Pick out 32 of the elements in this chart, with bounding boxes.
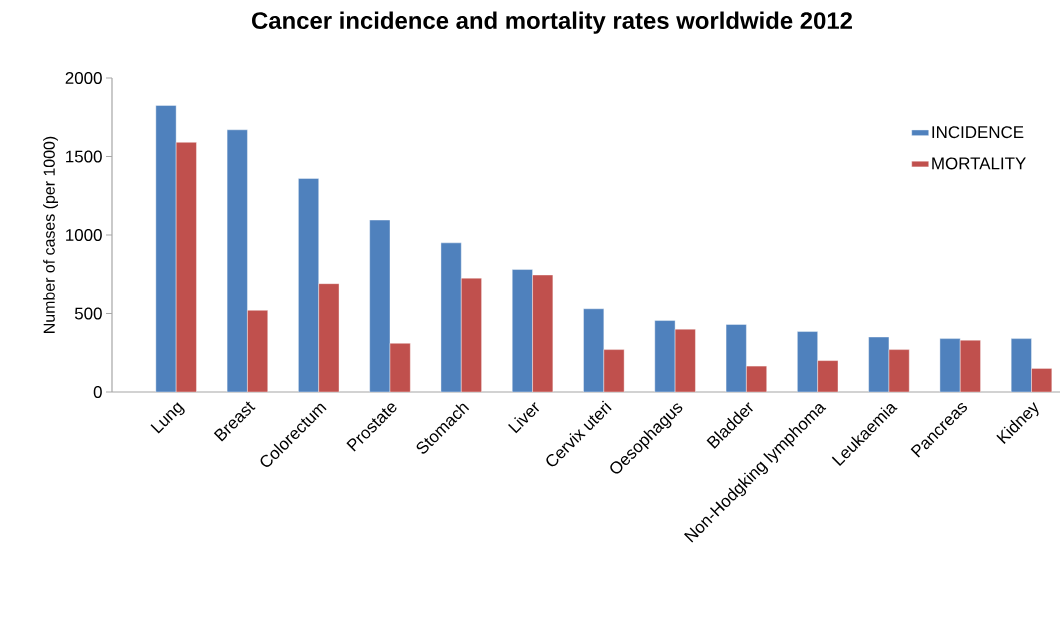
legend-label: MORTALITY xyxy=(932,157,1026,170)
bar xyxy=(939,338,961,392)
y-tick-label: 2000 xyxy=(65,72,102,84)
bar xyxy=(654,320,676,392)
y-tick-label: 1000 xyxy=(66,229,102,241)
bar xyxy=(674,329,696,392)
bar xyxy=(603,349,625,392)
bar xyxy=(440,242,462,392)
bar xyxy=(888,349,910,392)
bar xyxy=(797,331,818,392)
y-axis-title: Number of cases (per 1000) xyxy=(43,136,58,333)
bar xyxy=(175,142,197,392)
bar xyxy=(155,105,177,392)
y-tick-label: 500 xyxy=(74,307,102,320)
bar xyxy=(461,277,482,392)
bar xyxy=(298,178,319,392)
bar xyxy=(868,336,890,392)
bar xyxy=(389,343,411,392)
bar xyxy=(960,339,981,392)
bar xyxy=(512,269,533,392)
bar xyxy=(318,283,340,392)
chart-title: Cancer incidence and mortality rates worldwide 2012 xyxy=(252,11,852,34)
bar xyxy=(1010,338,1032,392)
bar xyxy=(583,308,605,392)
bar xyxy=(725,324,747,392)
bar xyxy=(247,310,268,392)
y-tick-label: 0 xyxy=(93,386,102,398)
legend-label: INCIDENCE xyxy=(932,126,1024,139)
bar xyxy=(369,219,391,392)
bar xyxy=(226,129,248,392)
y-tick-label: 1500 xyxy=(66,150,102,163)
bar xyxy=(532,274,554,392)
